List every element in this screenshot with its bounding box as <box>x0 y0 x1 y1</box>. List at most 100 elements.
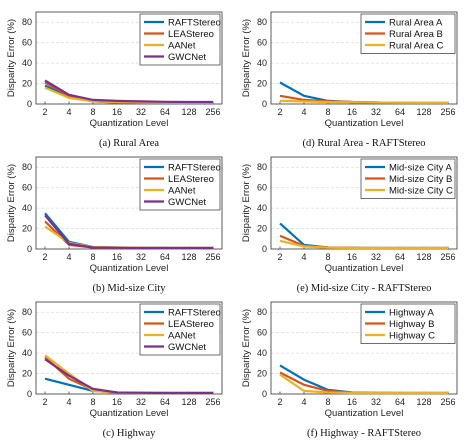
y-tick-label: 0 <box>262 244 267 254</box>
x-tick-label: 256 <box>440 397 455 407</box>
series-line-4 <box>44 214 213 250</box>
x-tick-label: 128 <box>416 252 431 262</box>
legend-entry: AANet <box>168 330 196 341</box>
panel-caption: (e) Mid-size City - RAFTStereo <box>297 283 432 294</box>
x-tick-label: 4 <box>301 397 306 407</box>
x-tick-label: 128 <box>181 107 196 117</box>
y-axis-label: Disparity Error (%) <box>241 309 252 387</box>
x-tick-label: 4 <box>301 252 306 262</box>
y-tick-label: 20 <box>22 224 32 234</box>
x-tick-label: 2 <box>42 107 47 117</box>
legend-entry: GWCNet <box>168 52 206 63</box>
y-tick-label: 80 <box>257 307 267 317</box>
x-tick-label: 256 <box>440 107 455 117</box>
y-tick-label: 40 <box>257 58 267 68</box>
x-tick-label: 256 <box>205 397 220 407</box>
x-tick-label: 256 <box>205 107 220 117</box>
x-tick-label: 64 <box>395 397 405 407</box>
legend-entry: AANet <box>168 185 196 196</box>
x-axis-label: Quantization Level <box>90 408 169 419</box>
legend-entry: Highway C <box>389 330 435 341</box>
x-tick-label: 128 <box>416 397 431 407</box>
y-tick-label: 0 <box>262 389 267 399</box>
y-tick-label: 60 <box>22 328 32 338</box>
legend-entry: RAFTStereo <box>168 307 221 318</box>
x-tick-label: 32 <box>371 107 381 117</box>
y-tick-label: 80 <box>257 162 267 172</box>
y-tick-label: 60 <box>257 38 267 48</box>
x-tick-label: 32 <box>371 397 381 407</box>
y-tick-label: 0 <box>27 244 32 254</box>
y-axis-label: Disparity Error (%) <box>241 164 252 242</box>
x-axis-label: Quantization Level <box>325 118 404 129</box>
series-line-3 <box>279 373 448 395</box>
x-tick-label: 8 <box>90 107 95 117</box>
series-line-4 <box>44 358 213 395</box>
x-tick-label: 4 <box>66 107 71 117</box>
x-tick-label: 8 <box>325 252 330 262</box>
y-tick-label: 40 <box>257 203 267 213</box>
legend-entry: LEAStereo <box>168 319 214 330</box>
y-tick-label: 80 <box>257 17 267 27</box>
y-tick-label: 80 <box>22 17 32 27</box>
panel-caption: (d) Rural Area - RAFTStereo <box>302 138 425 149</box>
x-tick-label: 16 <box>112 107 122 117</box>
legend-entry: LEAStereo <box>168 174 214 185</box>
y-tick-label: 0 <box>27 99 32 109</box>
x-tick-label: 64 <box>160 252 170 262</box>
series-line-4 <box>44 79 213 104</box>
x-tick-label: 16 <box>347 252 357 262</box>
y-tick-label: 40 <box>22 203 32 213</box>
y-tick-label: 20 <box>257 79 267 89</box>
chart-panel-5: 0 20 40 60 80 2 4 8 16 32 64 128 256 Quantization Lev… <box>6 301 223 439</box>
chart-panel-3: 0 20 40 60 80 2 4 8 16 32 64 128 256 Quantization Lev… <box>6 156 223 294</box>
legend-entry: GWCNet <box>168 197 206 208</box>
series-line-1 <box>44 377 213 395</box>
chart-panel-6: 0 20 40 60 80 2 4 8 16 32 64 128 256 Quantization Lev… <box>241 301 458 439</box>
y-tick-label: 60 <box>257 328 267 338</box>
y-tick-label: 40 <box>22 348 32 358</box>
x-tick-label: 64 <box>395 252 405 262</box>
x-tick-label: 4 <box>301 107 306 117</box>
y-tick-label: 40 <box>257 348 267 358</box>
plot-area <box>270 11 458 105</box>
legend-entry: Highway A <box>389 307 435 318</box>
x-tick-label: 32 <box>136 397 146 407</box>
x-tick-label: 8 <box>90 252 95 262</box>
legend-entry: Mid-size City C <box>389 185 453 196</box>
x-tick-label: 128 <box>181 252 196 262</box>
y-tick-label: 60 <box>22 183 32 193</box>
x-tick-label: 256 <box>205 252 220 262</box>
legend-entry: Rural Area A <box>389 17 443 28</box>
x-tick-label: 2 <box>277 107 282 117</box>
x-tick-label: 16 <box>112 397 122 407</box>
x-tick-label: 64 <box>395 107 405 117</box>
x-tick-label: 2 <box>42 397 47 407</box>
y-tick-label: 60 <box>257 183 267 193</box>
legend-entry: RAFTStereo <box>168 162 221 173</box>
chart-panel-1: 0 20 40 60 80 2 4 8 16 32 64 128 256 Quantization Lev… <box>6 11 223 149</box>
panel-caption: (c) Highway <box>103 428 157 439</box>
series-line-3 <box>279 99 448 104</box>
x-tick-label: 8 <box>325 107 330 117</box>
y-tick-label: 80 <box>22 162 32 172</box>
chart-panel-4: 0 20 40 60 80 2 4 8 16 32 64 128 256 Quantization Lev… <box>241 156 458 294</box>
x-tick-label: 32 <box>136 252 146 262</box>
y-axis-label: Disparity Error (%) <box>241 19 252 97</box>
x-tick-label: 32 <box>136 107 146 117</box>
x-tick-label: 8 <box>325 397 330 407</box>
legend-entry: RAFTStereo <box>168 17 221 28</box>
panel-caption: (f) Highway - RAFTStereo <box>307 428 421 439</box>
legend-entry: Mid-size City A <box>389 162 452 173</box>
panel-caption: (b) Mid-size City <box>93 283 167 294</box>
series-line-3 <box>44 354 213 395</box>
legend-entry: Rural Area B <box>389 29 443 40</box>
x-tick-label: 8 <box>90 397 95 407</box>
